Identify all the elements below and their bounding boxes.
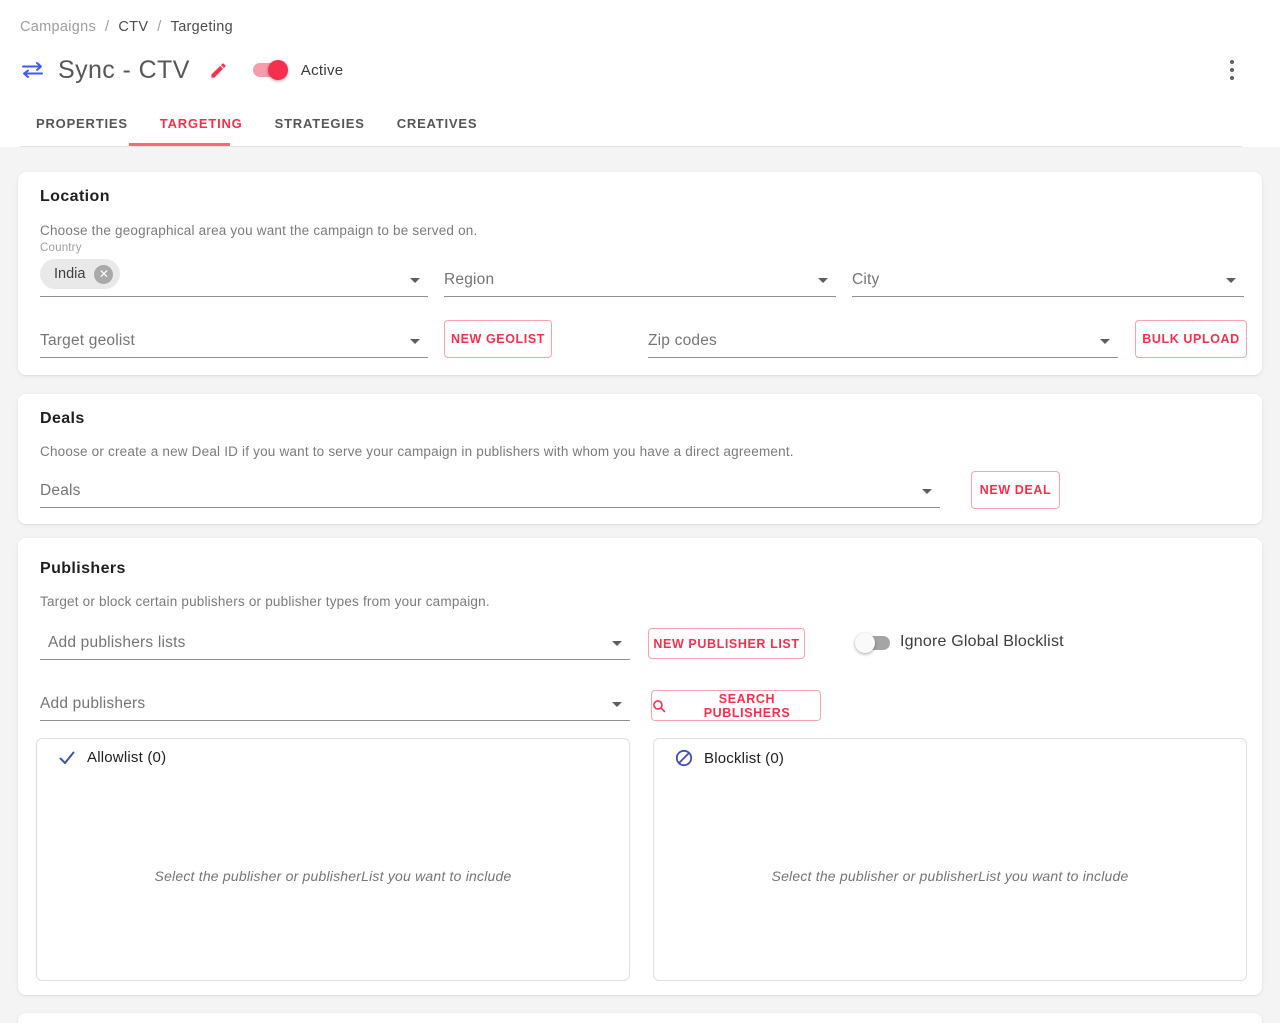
location-card-description: Choose the geographical area you want th…	[40, 223, 478, 238]
target-geolist-select[interactable]: Target geolist	[40, 312, 428, 358]
deals-placeholder: Deals	[40, 482, 81, 499]
deals-card: Deals Choose or create a new Deal ID if …	[18, 394, 1262, 524]
active-tab-indicator	[129, 143, 230, 146]
region-select[interactable]: Region	[444, 250, 836, 297]
blocklist-panel: Blocklist (0) Select the publisher or pu…	[653, 738, 1247, 981]
publishers-card: Publishers Target or block certain publi…	[18, 538, 1262, 995]
zip-codes-select[interactable]: Zip codes	[648, 312, 1118, 358]
publishers-card-description: Target or block certain publishers or pu…	[40, 594, 490, 609]
city-placeholder: City	[852, 271, 880, 288]
country-chip-label: India	[54, 266, 86, 282]
blocklist-title: Blocklist (0)	[704, 749, 785, 767]
ban-icon	[675, 749, 693, 767]
bulk-upload-button[interactable]: BULK UPLOAD	[1135, 320, 1247, 358]
tab-bar: PROPERTIES TARGETING STRATEGIES CREATIVE…	[20, 101, 493, 146]
page-title: Sync - CTV	[58, 55, 190, 84]
tab-creatives[interactable]: CREATIVES	[396, 116, 478, 131]
region-placeholder: Region	[444, 271, 495, 288]
publishers-card-title: Publishers	[40, 560, 126, 577]
dropdown-arrow-icon[interactable]	[410, 278, 420, 283]
swap-horizontal-icon	[20, 61, 45, 79]
breadcrumb-item-targeting: Targeting	[170, 19, 233, 35]
new-publisher-list-button[interactable]: NEW PUBLISHER LIST	[648, 628, 805, 659]
allowlist-header: Allowlist (0)	[58, 749, 166, 766]
deals-card-title: Deals	[40, 410, 85, 427]
allowlist-panel: Allowlist (0) Select the publisher or pu…	[36, 738, 630, 981]
breadcrumb-item-campaigns[interactable]: Campaigns	[20, 19, 97, 35]
ignore-global-blocklist-toggle[interactable]	[855, 633, 891, 653]
next-section-card-partial	[18, 1013, 1262, 1023]
blocklist-header: Blocklist (0)	[675, 749, 784, 767]
deals-select[interactable]: Deals	[40, 460, 940, 508]
check-icon	[58, 750, 76, 766]
tab-targeting[interactable]: TARGETING	[159, 116, 243, 131]
dropdown-arrow-icon[interactable]	[612, 702, 622, 707]
kebab-menu-icon[interactable]	[1223, 60, 1241, 80]
dropdown-arrow-icon[interactable]	[922, 489, 932, 494]
location-card: Location Choose the geographical area yo…	[18, 172, 1262, 375]
deals-card-description: Choose or create a new Deal ID if you wa…	[40, 444, 794, 459]
tab-properties[interactable]: PROPERTIES	[36, 116, 128, 131]
chip-remove-icon[interactable]: ✕	[94, 264, 114, 284]
add-publisher-lists-select[interactable]: Add publishers lists	[40, 614, 630, 660]
campaign-active-toggle[interactable]	[252, 60, 288, 80]
edit-pencil-icon[interactable]	[209, 61, 228, 80]
breadcrumb: Campaigns / CTV / Targeting	[20, 19, 233, 35]
dropdown-arrow-icon[interactable]	[410, 339, 420, 344]
breadcrumb-item-ctv[interactable]: CTV	[118, 19, 149, 35]
campaign-header: Sync - CTV Active	[20, 53, 343, 87]
blocklist-empty-text: Select the publisher or publisherList yo…	[771, 868, 1129, 884]
country-field-label: Country	[40, 242, 82, 254]
country-select[interactable]: India ✕	[40, 250, 428, 297]
allowlist-title: Allowlist (0)	[87, 749, 167, 766]
ignore-global-blocklist-label: Ignore Global Blocklist	[900, 633, 1064, 650]
tab-strategies[interactable]: STRATEGIES	[274, 116, 365, 131]
campaign-status-label: Active	[300, 61, 344, 79]
country-chip: India ✕	[40, 259, 121, 289]
city-select[interactable]: City	[852, 250, 1244, 297]
search-publishers-label: SEARCH PUBLISHERS	[703, 691, 791, 720]
toggle-knob	[267, 60, 288, 80]
target-geolist-placeholder: Target geolist	[40, 332, 135, 349]
breadcrumb-separator: /	[105, 19, 110, 35]
dropdown-arrow-icon[interactable]	[1226, 278, 1236, 283]
search-publishers-button[interactable]: SEARCH PUBLISHERS	[651, 690, 821, 721]
allowlist-empty-text: Select the publisher or publisherList yo…	[154, 868, 512, 884]
toggle-knob	[855, 633, 875, 653]
dropdown-arrow-icon[interactable]	[612, 641, 622, 646]
new-deal-button[interactable]: NEW DEAL	[971, 471, 1060, 509]
location-card-title: Location	[40, 188, 110, 205]
dropdown-arrow-icon[interactable]	[818, 278, 828, 283]
add-publishers-placeholder: Add publishers	[40, 695, 146, 712]
add-publisher-lists-placeholder: Add publishers lists	[48, 634, 186, 651]
search-icon	[652, 699, 666, 713]
breadcrumb-separator: /	[157, 19, 162, 35]
dropdown-arrow-icon[interactable]	[1100, 339, 1110, 344]
tabs-divider	[20, 146, 1242, 147]
zip-codes-placeholder: Zip codes	[648, 332, 717, 349]
add-publishers-select[interactable]: Add publishers	[40, 675, 630, 721]
new-geolist-button[interactable]: NEW GEOLIST	[444, 320, 552, 358]
